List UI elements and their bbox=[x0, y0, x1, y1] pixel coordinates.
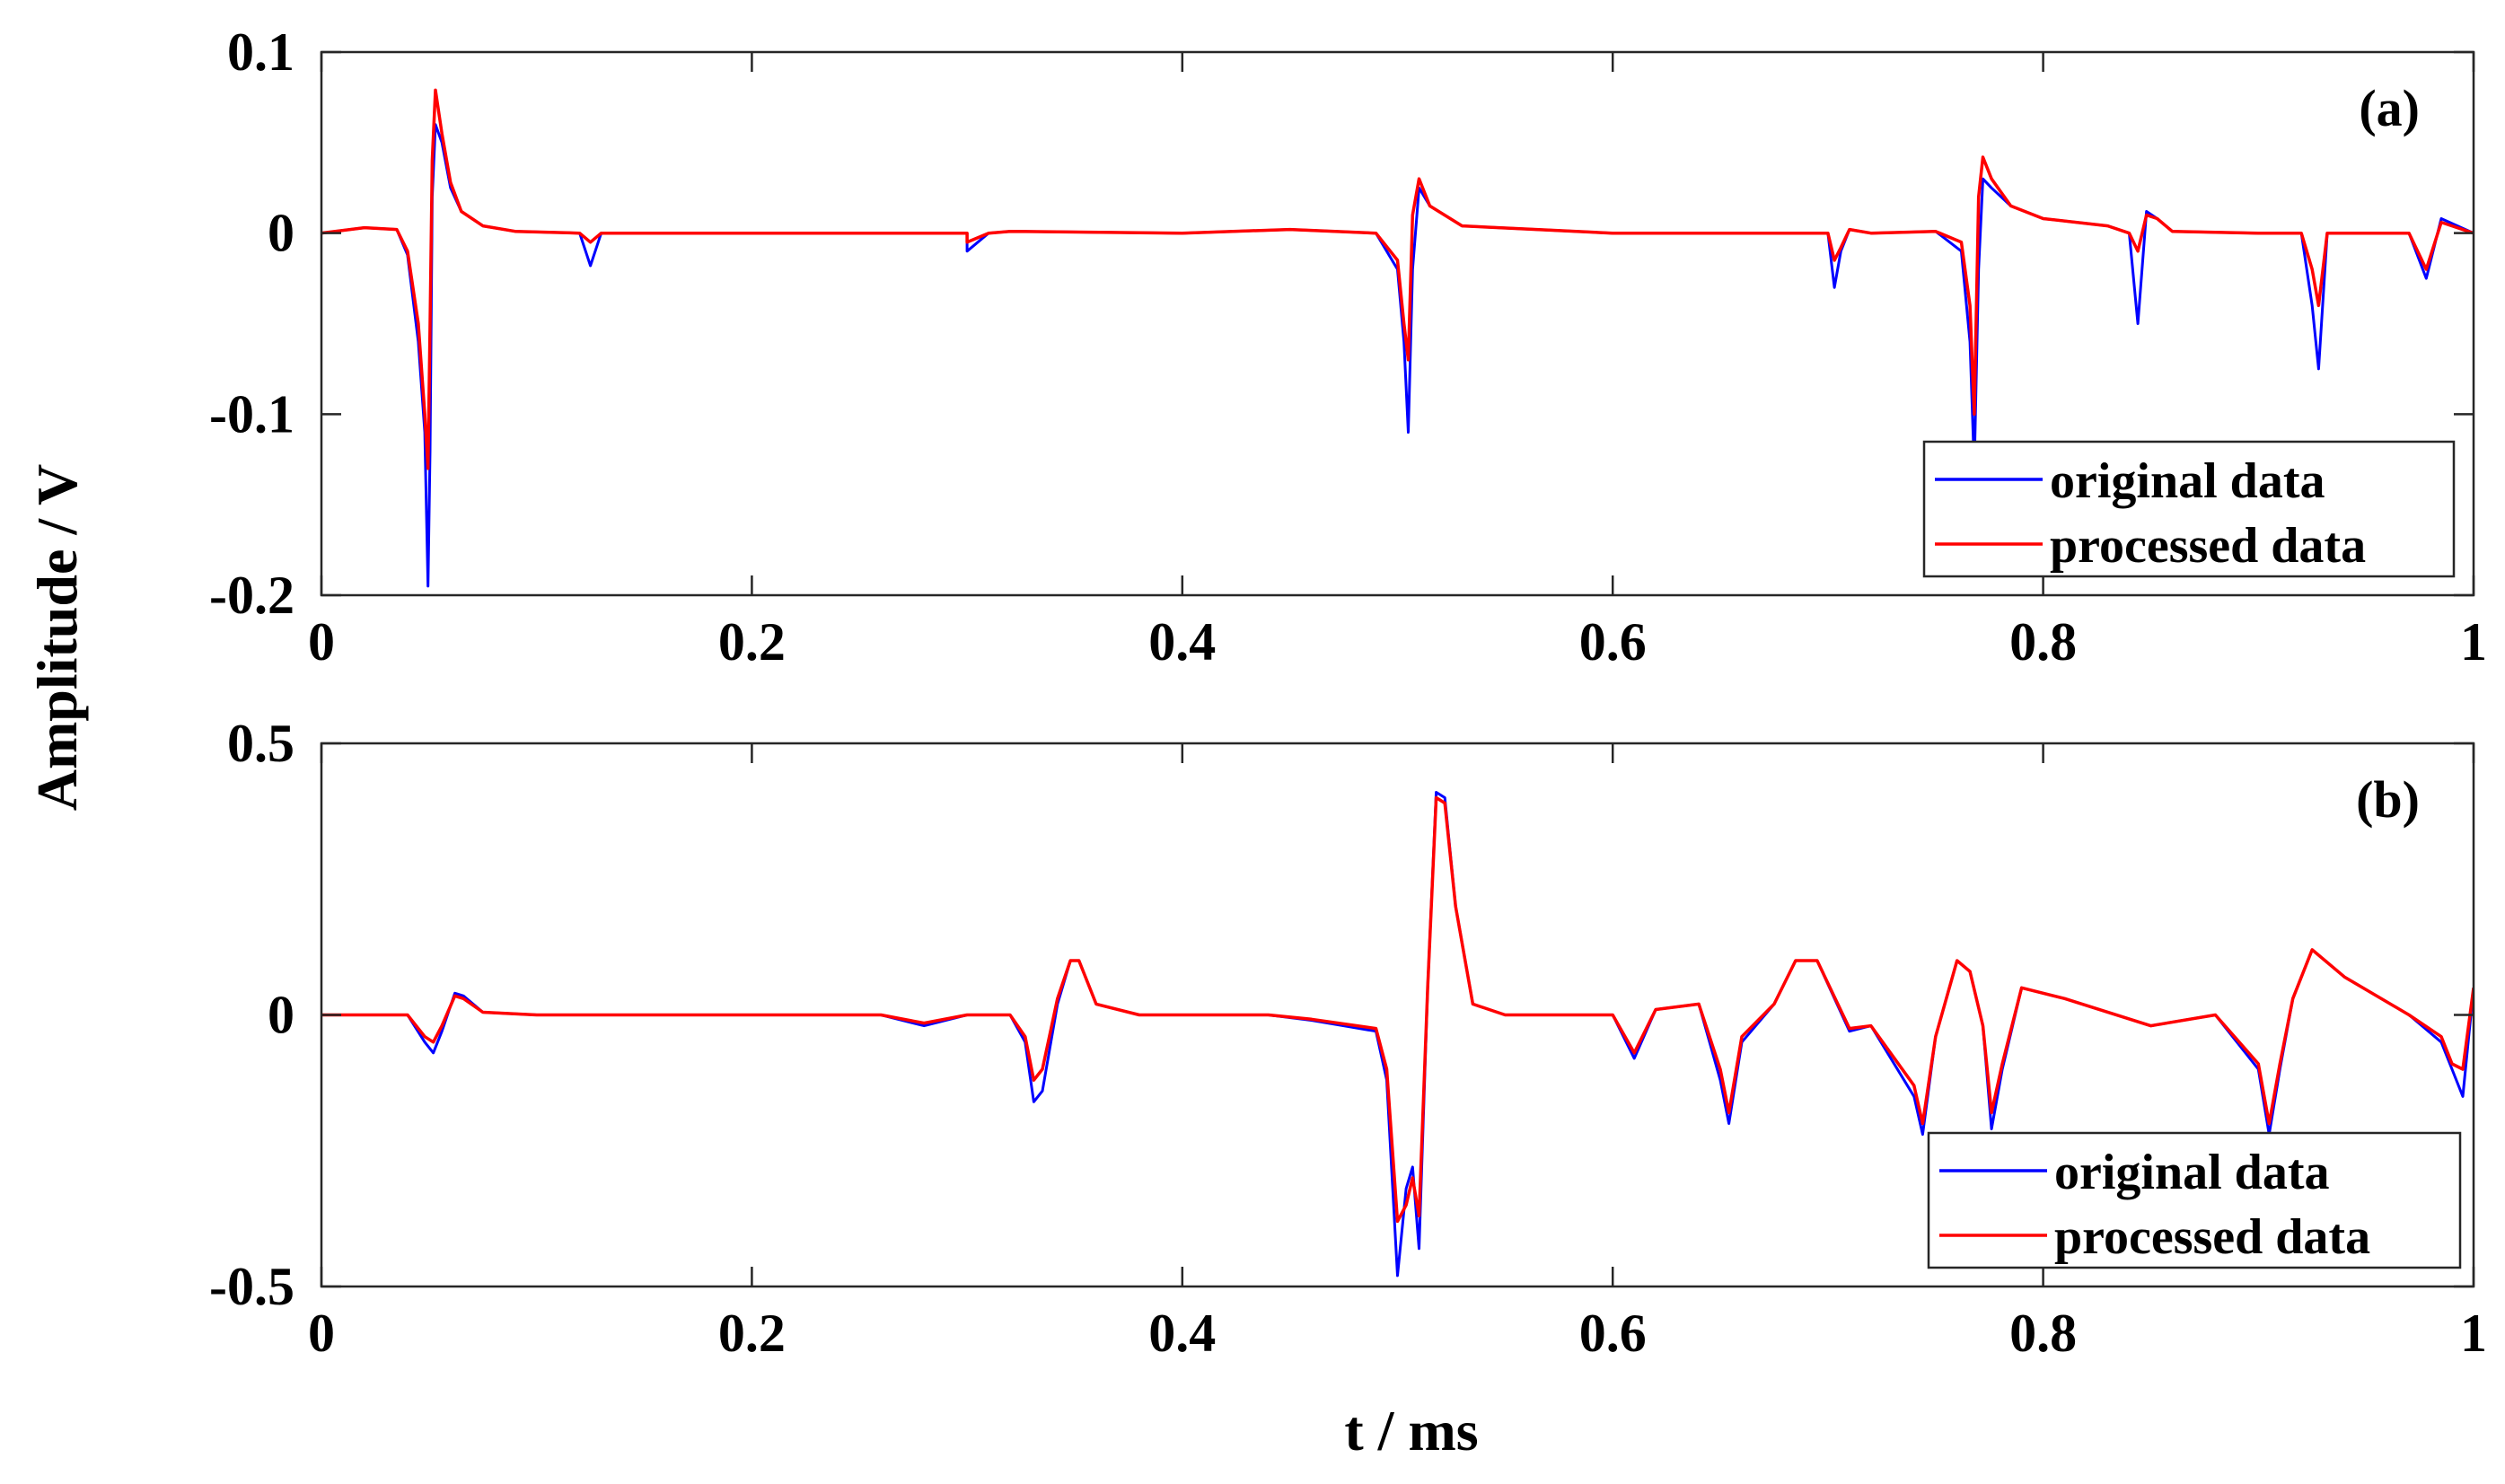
x-tick-label: 0.6 bbox=[1579, 1304, 1647, 1363]
series-line-processed bbox=[321, 795, 2474, 1224]
y-tick-label: -0.2 bbox=[209, 566, 294, 625]
legend-label-processed: processed data bbox=[2054, 1209, 2370, 1265]
legend: original data processed data bbox=[1927, 1131, 2462, 1269]
y-tick-label: -0.5 bbox=[209, 1257, 294, 1316]
x-tick-label: 1 bbox=[2460, 612, 2487, 672]
x-tick-label: 0.6 bbox=[1579, 612, 1647, 672]
y-axis-title: Amplitude / V bbox=[25, 464, 89, 811]
x-tick-label: 0.8 bbox=[2009, 1304, 2077, 1363]
x-tick-label: 1 bbox=[2460, 1304, 2487, 1363]
legend: original data processed data bbox=[1922, 440, 2456, 578]
x-tick-label: 0.2 bbox=[718, 612, 786, 672]
legend-label-original: original data bbox=[2050, 453, 2325, 509]
y-tick-label: -0.1 bbox=[209, 384, 294, 443]
legend-label-original: original data bbox=[2054, 1145, 2329, 1200]
y-tick-label: 0.1 bbox=[227, 22, 294, 82]
panel-b: 0 0.2 0.4 0.6 0.8 1-0.500.5(b)original datapr… bbox=[209, 714, 2487, 1363]
legend-box bbox=[1922, 440, 2456, 578]
panel-a: 0 0.2 0.4 0.6 0.8 1 -0.2 -0.1 0 0.1 (a) original da… bbox=[209, 22, 2487, 672]
x-tick-label: 0 bbox=[308, 1304, 335, 1363]
panel-label: (b) bbox=[2356, 770, 2420, 829]
x-tick-label: 0.4 bbox=[1148, 612, 1216, 672]
plot-frame bbox=[320, 50, 2475, 597]
legend-box bbox=[1927, 1131, 2462, 1269]
series-line-processed bbox=[321, 88, 2474, 470]
y-tick-label: 0 bbox=[268, 204, 294, 263]
panel-label: (a) bbox=[2359, 79, 2420, 137]
legend-label-processed: processed data bbox=[2050, 518, 2366, 574]
y-tick-label: 0 bbox=[268, 986, 294, 1045]
x-axis-title: t / ms bbox=[1344, 1399, 1478, 1462]
x-tick-label: 0 bbox=[308, 612, 335, 672]
x-tick-label: 0.4 bbox=[1148, 1304, 1216, 1363]
x-tick-label: 0.8 bbox=[2009, 612, 2077, 672]
y-tick-label: 0.5 bbox=[227, 714, 294, 773]
x-tick-label: 0.2 bbox=[718, 1304, 786, 1363]
